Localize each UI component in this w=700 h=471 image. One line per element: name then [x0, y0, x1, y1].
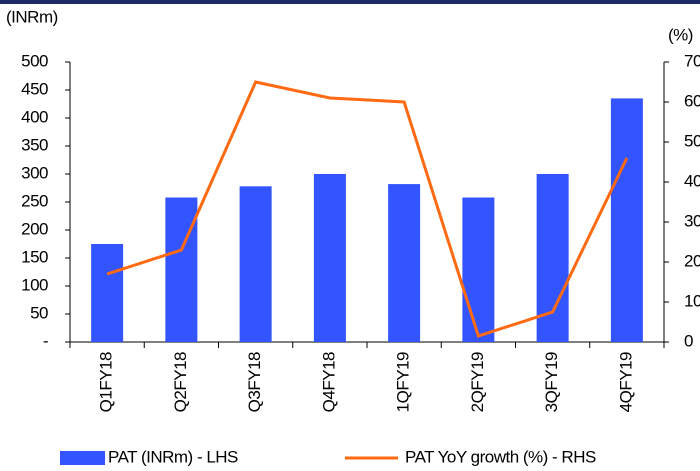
bar [610, 98, 643, 343]
x-tick-label: Q1FY18 [97, 352, 116, 412]
x-tick-label: 2QFY19 [468, 352, 487, 412]
legend-label: PAT YoY growth (%) - RHS [405, 447, 596, 466]
y2-tick-label: 30 [684, 211, 700, 230]
legend-swatch [60, 451, 105, 465]
x-tick-label: Q2FY18 [171, 352, 190, 412]
top-rule [0, 0, 700, 4]
y-tick-label: 500 [21, 51, 48, 70]
y-tick-label: 250 [21, 191, 48, 210]
y-tick-label: 300 [21, 163, 48, 182]
bar [91, 244, 124, 342]
y-tick-label: 100 [21, 275, 48, 294]
y-tick-label: 400 [21, 107, 48, 126]
y-tick-label: 150 [21, 247, 48, 266]
x-tick-label: 4QFY19 [616, 352, 635, 412]
y-axis-label: (INRm) [6, 7, 58, 26]
y2-tick-label: 70 [684, 51, 700, 70]
y-tick-label: 450 [21, 79, 48, 98]
y2-tick-label: 50 [684, 131, 700, 150]
x-tick-label: 1QFY19 [394, 352, 413, 412]
y2-tick-label: 20 [684, 251, 700, 270]
line [106, 80, 629, 338]
y-tick-label: 350 [21, 135, 48, 154]
x-tick-label: Q3FY18 [245, 352, 264, 412]
y2-axis-label: (%) [668, 25, 693, 44]
y2-tick-label: 60 [684, 91, 700, 110]
bar [313, 174, 346, 342]
bar [388, 184, 421, 342]
x-tick-label: 3QFY19 [542, 352, 561, 412]
y2-tick-label: 10 [684, 291, 700, 310]
x-tick-label: Q4FY18 [319, 352, 338, 412]
y2-tick-label: 40 [684, 171, 700, 190]
bar [165, 197, 198, 342]
y-tick-label: - [43, 331, 48, 350]
legend-label: PAT (INRm) - LHS [108, 447, 238, 466]
bar [239, 186, 272, 342]
y-tick-label: 50 [30, 303, 48, 322]
bar [462, 197, 495, 342]
y-tick-label: 200 [21, 219, 48, 238]
y2-tick-label: 0 [684, 331, 693, 350]
